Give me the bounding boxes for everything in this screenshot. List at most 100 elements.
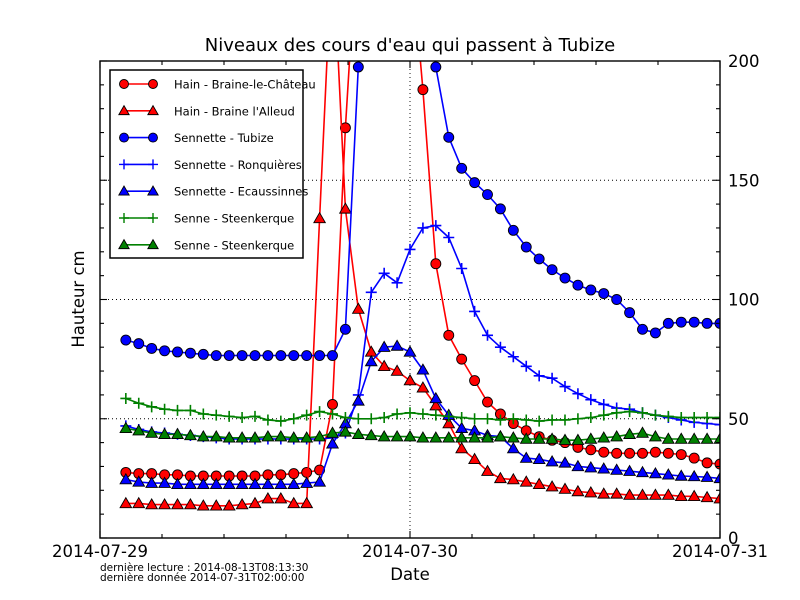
plus-marker-icon xyxy=(443,231,455,243)
triangle-marker-icon xyxy=(261,491,275,504)
triangle-marker-icon xyxy=(713,491,720,504)
circle-marker-icon xyxy=(675,316,687,328)
annotation-last-data: dernière donnée 2014-07-31T02:00:00 xyxy=(100,572,304,584)
triangle-marker-icon xyxy=(661,488,675,500)
triangle-marker-icon xyxy=(325,437,340,449)
plus-marker-icon xyxy=(148,213,158,223)
plus-marker-icon xyxy=(585,412,597,424)
plus-marker-icon xyxy=(417,408,429,420)
circle-marker-icon xyxy=(649,446,661,458)
triangle-marker-icon xyxy=(597,487,611,499)
triangle-marker-icon xyxy=(455,441,469,454)
plus-marker-icon xyxy=(507,351,519,363)
triangle-marker-icon xyxy=(648,488,662,500)
triangle-marker-icon xyxy=(597,431,611,443)
triangle-marker-icon xyxy=(545,455,559,467)
plus-marker-icon xyxy=(714,419,720,431)
plus-marker-icon xyxy=(572,413,584,425)
triangle-marker-icon xyxy=(468,431,482,443)
triangle-marker-icon xyxy=(687,469,701,482)
triangle-marker-icon xyxy=(610,487,624,499)
plus-marker-icon xyxy=(675,412,687,424)
plus-marker-icon xyxy=(301,409,313,421)
triangle-marker-icon xyxy=(597,462,611,474)
plus-marker-icon xyxy=(172,404,183,416)
y-tick-label: 100 xyxy=(728,291,760,310)
circle-marker-icon xyxy=(494,203,506,215)
triangle-marker-icon xyxy=(545,432,559,444)
plus-marker-icon xyxy=(378,267,390,279)
plus-marker-icon xyxy=(520,360,532,372)
triangle-marker-icon xyxy=(118,185,130,196)
triangle-marker-icon xyxy=(248,496,262,509)
triangle-marker-icon xyxy=(584,432,598,444)
annotation-last-reading: dernière lecture : 2014-08-13T08:13:30 xyxy=(100,562,308,574)
triangle-marker-icon xyxy=(674,432,688,444)
triangle-marker-icon xyxy=(390,364,404,376)
triangle-marker-icon xyxy=(313,475,327,487)
plus-marker-icon xyxy=(598,398,610,410)
circle-marker-icon xyxy=(210,350,222,361)
circle-marker-icon xyxy=(701,457,713,469)
plus-marker-icon xyxy=(469,305,481,317)
plus-marker-icon xyxy=(404,243,416,255)
triangle-marker-icon xyxy=(261,477,275,490)
triangle-marker-icon xyxy=(635,488,650,500)
legend-item-sennette-ecaussinnes: Sennette - Ecaussinnes xyxy=(118,185,308,199)
triangle-marker-icon xyxy=(300,496,314,509)
triangle-marker-icon xyxy=(377,359,391,371)
plus-marker-icon xyxy=(119,213,129,223)
circle-marker-icon xyxy=(301,350,313,361)
x-tick-label: 2014-07-30 xyxy=(362,542,458,561)
plus-marker-icon xyxy=(611,407,623,419)
triangle-marker-icon xyxy=(377,340,391,352)
triangle-marker-icon xyxy=(648,466,662,479)
triangle-marker-icon xyxy=(429,391,443,404)
circle-marker-icon xyxy=(456,162,468,174)
legend-item-hain-braine-le-chateau: Hain - Braine-le-Château xyxy=(119,78,316,92)
triangle-marker-icon xyxy=(403,345,417,357)
plus-marker-icon xyxy=(119,159,129,170)
triangle-marker-icon xyxy=(313,429,327,442)
triangle-marker-icon xyxy=(416,363,430,375)
triangle-marker-icon xyxy=(532,452,546,464)
circle-marker-icon xyxy=(662,317,674,329)
triangle-marker-icon xyxy=(390,339,404,351)
triangle-marker-icon xyxy=(416,381,430,393)
triangle-marker-icon xyxy=(493,429,507,442)
triangle-marker-icon xyxy=(493,471,507,484)
triangle-marker-icon xyxy=(132,475,146,487)
plus-marker-icon xyxy=(482,413,493,425)
plus-marker-icon xyxy=(210,409,222,421)
triangle-marker-icon xyxy=(623,488,637,500)
legend-label: Sennette - Ronquières xyxy=(174,158,302,172)
triangle-marker-icon xyxy=(119,472,133,485)
triangle-marker-icon xyxy=(661,432,675,444)
plus-marker-icon xyxy=(637,407,648,419)
triangle-marker-icon xyxy=(132,424,146,436)
triangle-marker-icon xyxy=(635,465,650,478)
triangle-marker-icon xyxy=(364,345,378,357)
plus-marker-icon xyxy=(288,413,300,425)
triangle-marker-icon xyxy=(313,211,327,224)
plus-marker-icon xyxy=(404,407,416,419)
circle-marker-icon xyxy=(482,396,493,408)
plus-marker-icon xyxy=(159,403,171,415)
circle-marker-icon xyxy=(611,294,623,305)
triangle-marker-icon xyxy=(300,476,314,488)
triangle-marker-icon xyxy=(545,480,559,492)
circle-marker-icon xyxy=(533,253,545,265)
plus-marker-icon xyxy=(469,413,481,425)
triangle-marker-icon xyxy=(571,459,585,472)
plus-marker-icon xyxy=(327,408,338,420)
plus-marker-icon xyxy=(546,414,558,426)
plus-marker-icon xyxy=(507,413,519,425)
plus-marker-icon xyxy=(391,408,403,420)
circle-marker-icon xyxy=(288,468,300,480)
triangle-marker-icon xyxy=(147,185,159,196)
plus-marker-icon xyxy=(133,397,145,409)
plus-marker-icon xyxy=(249,410,261,422)
circle-marker-icon xyxy=(148,132,158,143)
triangle-marker-icon xyxy=(235,477,249,490)
triangle-marker-icon xyxy=(118,104,130,116)
